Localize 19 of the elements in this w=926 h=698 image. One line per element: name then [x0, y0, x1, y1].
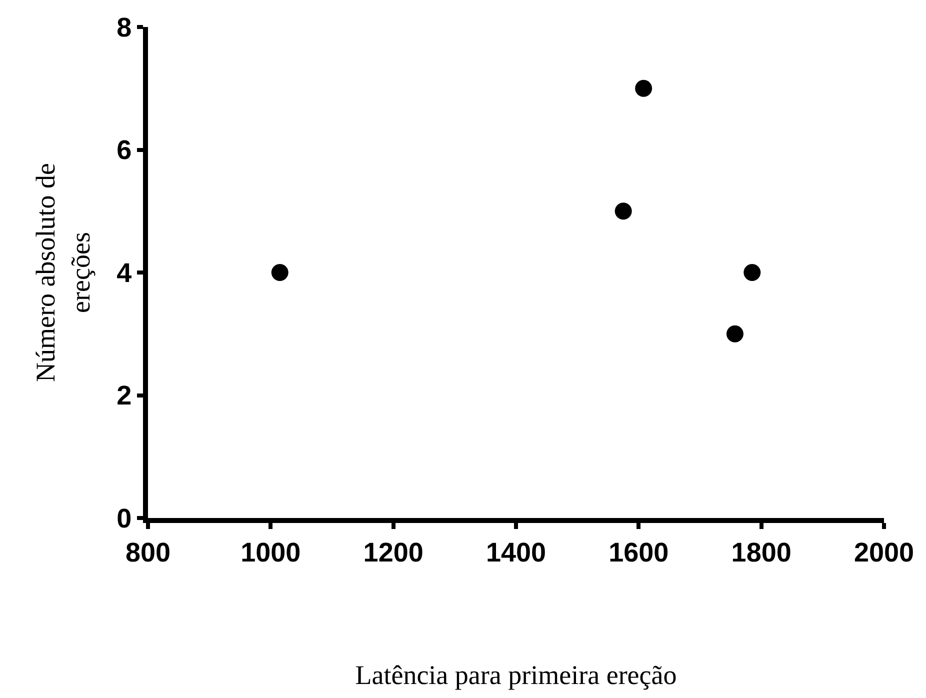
x-tick-label: 1000: [240, 537, 301, 568]
y-tick-label: 6: [116, 135, 132, 166]
x-tick-label: 2000: [854, 537, 914, 568]
x-axis-title: Latência para primeira ereção: [355, 660, 677, 690]
point: [614, 202, 632, 220]
x-tick-label: 1200: [363, 537, 424, 568]
x-tick-label: 1400: [486, 537, 546, 568]
x-tick-label: 800: [125, 537, 171, 568]
point: [726, 325, 744, 342]
point: [635, 80, 652, 97]
point: [744, 264, 761, 281]
y-tick-label: 2: [116, 380, 132, 411]
y-axis-title: Número absoluto de ereções: [30, 163, 96, 382]
x-tick-label: 1800: [731, 537, 792, 568]
x-tick-label: 1600: [608, 537, 669, 568]
y-tick-label: 0: [116, 503, 132, 534]
point: [271, 264, 288, 281]
y-tick-label: 4: [116, 258, 132, 288]
y-tick-label: 8: [116, 12, 132, 42]
